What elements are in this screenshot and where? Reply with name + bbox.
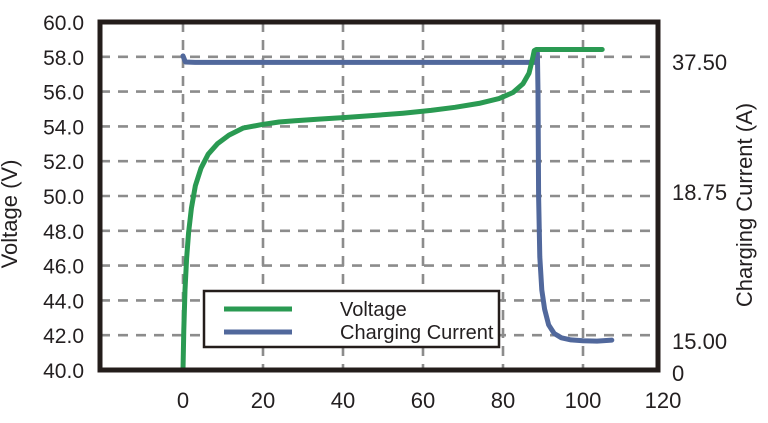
left-tick-label: 54.0 bbox=[43, 116, 84, 139]
left-tick-label: 46.0 bbox=[43, 256, 84, 279]
legend-voltage-label: Voltage bbox=[340, 299, 407, 321]
bottom-axis-tick-labels: 0 20 40 60 80 100 120 bbox=[177, 388, 681, 413]
bottom-tick-label: 0 bbox=[177, 388, 189, 413]
legend-box bbox=[202, 289, 501, 349]
bottom-tick-label: 40 bbox=[331, 388, 355, 413]
left-tick-label: 56.0 bbox=[43, 82, 84, 105]
left-tick-label: 60.0 bbox=[43, 12, 84, 35]
bottom-tick-label: 100 bbox=[565, 388, 602, 413]
legend: Voltage Charging Current bbox=[202, 289, 501, 349]
right-tick-label: 0 bbox=[672, 361, 684, 386]
right-axis-tick-labels: 37.50 18.75 15.00 0 bbox=[672, 50, 727, 386]
left-tick-label: 42.0 bbox=[43, 325, 84, 348]
bottom-tick-label: 20 bbox=[251, 388, 275, 413]
left-tick-label: 52.0 bbox=[43, 151, 84, 174]
right-tick-label: 18.75 bbox=[672, 180, 727, 205]
legend-current-label: Charging Current bbox=[340, 322, 494, 344]
charging-current-curve bbox=[180, 50, 615, 344]
left-axis-title: Voltage (V) bbox=[0, 160, 22, 269]
right-tick-label: 37.50 bbox=[672, 50, 727, 75]
plot-frame-overlay bbox=[97, 19, 661, 373]
right-tick-label: 15.00 bbox=[672, 329, 727, 354]
left-axis-tick-labels: 60.0 58.0 56.0 54.0 52.0 50.0 48.0 46.0 44.0 42.0… bbox=[43, 12, 84, 383]
right-axis-title: Charging Current (A) bbox=[732, 103, 757, 307]
left-tick-label: 44.0 bbox=[43, 290, 84, 313]
left-tick-label: 58.0 bbox=[43, 47, 84, 70]
bottom-tick-label: 60 bbox=[411, 388, 435, 413]
left-tick-label: 48.0 bbox=[43, 221, 84, 244]
left-tick-label: 50.0 bbox=[43, 186, 84, 209]
left-tick-label: 40.0 bbox=[43, 360, 84, 383]
data-curves bbox=[180, 47, 615, 373]
bottom-tick-label: 120 bbox=[645, 388, 682, 413]
bottom-tick-label: 80 bbox=[491, 388, 515, 413]
voltage-curve bbox=[180, 47, 605, 373]
